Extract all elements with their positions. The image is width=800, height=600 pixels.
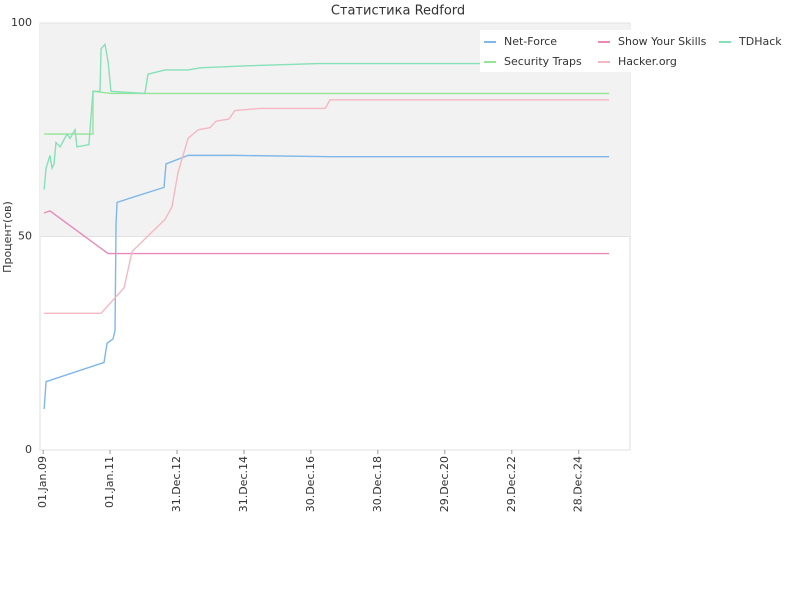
legend: Net-Force Security Traps Show Your Skills H… [480, 30, 782, 72]
series-line [43, 154, 610, 410]
y-tick-label: 0 [25, 443, 32, 456]
legend-box [480, 30, 650, 72]
series-line [43, 42, 610, 190]
legend-label: TDHack [738, 35, 782, 48]
x-tick-label: 29.Dec.22 [505, 456, 518, 512]
x-tick-label: 30.Dec.18 [371, 456, 384, 512]
legend-label: Show Your Skills [618, 35, 707, 48]
legend-label: Security Traps [504, 55, 582, 68]
y-tick-label: 100 [11, 16, 32, 29]
x-tick-label: 28.Dec.24 [572, 456, 585, 512]
x-tick-label: 31.Dec.14 [237, 456, 250, 512]
x-tick-label: 01.Jan.09 [36, 456, 49, 508]
x-tick-label: 30.Dec.16 [304, 456, 317, 512]
x-tick-label: 29.Dec.20 [438, 456, 451, 512]
x-tick-label: 31.Dec.12 [170, 456, 183, 512]
series-line [44, 99, 610, 315]
x-tick-label: 01.Jan.11 [103, 456, 116, 508]
y-tick-label: 50 [18, 230, 32, 243]
legend-label: Hacker.org [618, 55, 677, 68]
series-line [43, 210, 610, 255]
y-axis-label: Процент(ов) [1, 201, 14, 273]
chart-title: Статистика Redford [331, 4, 465, 19]
legend-label: Net-Force [504, 35, 557, 48]
